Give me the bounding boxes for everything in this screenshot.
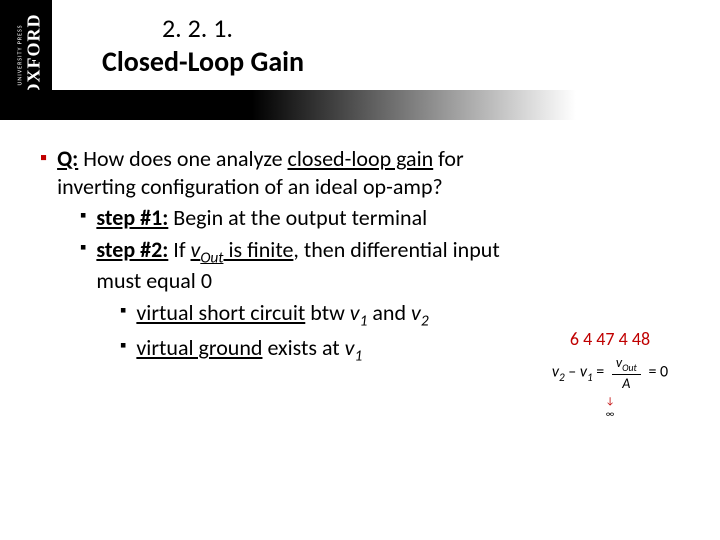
- bullet-icon: ▪: [80, 236, 86, 295]
- gradient-bar: [0, 90, 720, 120]
- equation-line: v2 – v1 = vOutA = 0: [510, 354, 710, 392]
- step-2: ▪ step #2: If vOut is finite, then diffe…: [80, 236, 500, 295]
- sub-steps-list: ▪ virtual short circuit btw v1 and v2 ▪ …: [120, 299, 500, 366]
- question-bullet: ▪ Q: How does one analyze closed-loop ga…: [40, 145, 500, 200]
- bullet-icon: ▪: [120, 299, 126, 331]
- bullet-icon: ▪: [40, 145, 47, 200]
- page-title: Closed-Loop Gain: [102, 44, 720, 79]
- sub-step-b: ▪ virtual ground exists at v1: [120, 334, 500, 366]
- section-number: 2. 2. 1.: [162, 12, 720, 44]
- red-annotation: 6 4 47 4 48: [510, 328, 710, 350]
- sub-step-a: ▪ virtual short circuit btw v1 and v2: [120, 299, 500, 331]
- logo-sub: UNIVERSITY PRESS: [16, 25, 24, 86]
- equation-area: 6 4 47 4 48 v2 – v1 = vOutA = 0 ↓ ∞: [510, 328, 710, 420]
- equation-arrow: ↓ ∞: [510, 394, 710, 420]
- main-content: ▪ Q: How does one analyze closed-loop ga…: [40, 145, 500, 366]
- bullet-icon: ▪: [120, 334, 126, 366]
- steps-list: ▪ step #1: Begin at the output terminal …: [80, 204, 500, 295]
- logo-main: OXFORD: [24, 13, 45, 97]
- question-text: Q: How does one analyze closed-loop gain…: [57, 145, 500, 200]
- fraction: vOutA: [612, 354, 641, 392]
- step-1: ▪ step #1: Begin at the output terminal: [80, 204, 500, 232]
- bullet-icon: ▪: [80, 204, 86, 232]
